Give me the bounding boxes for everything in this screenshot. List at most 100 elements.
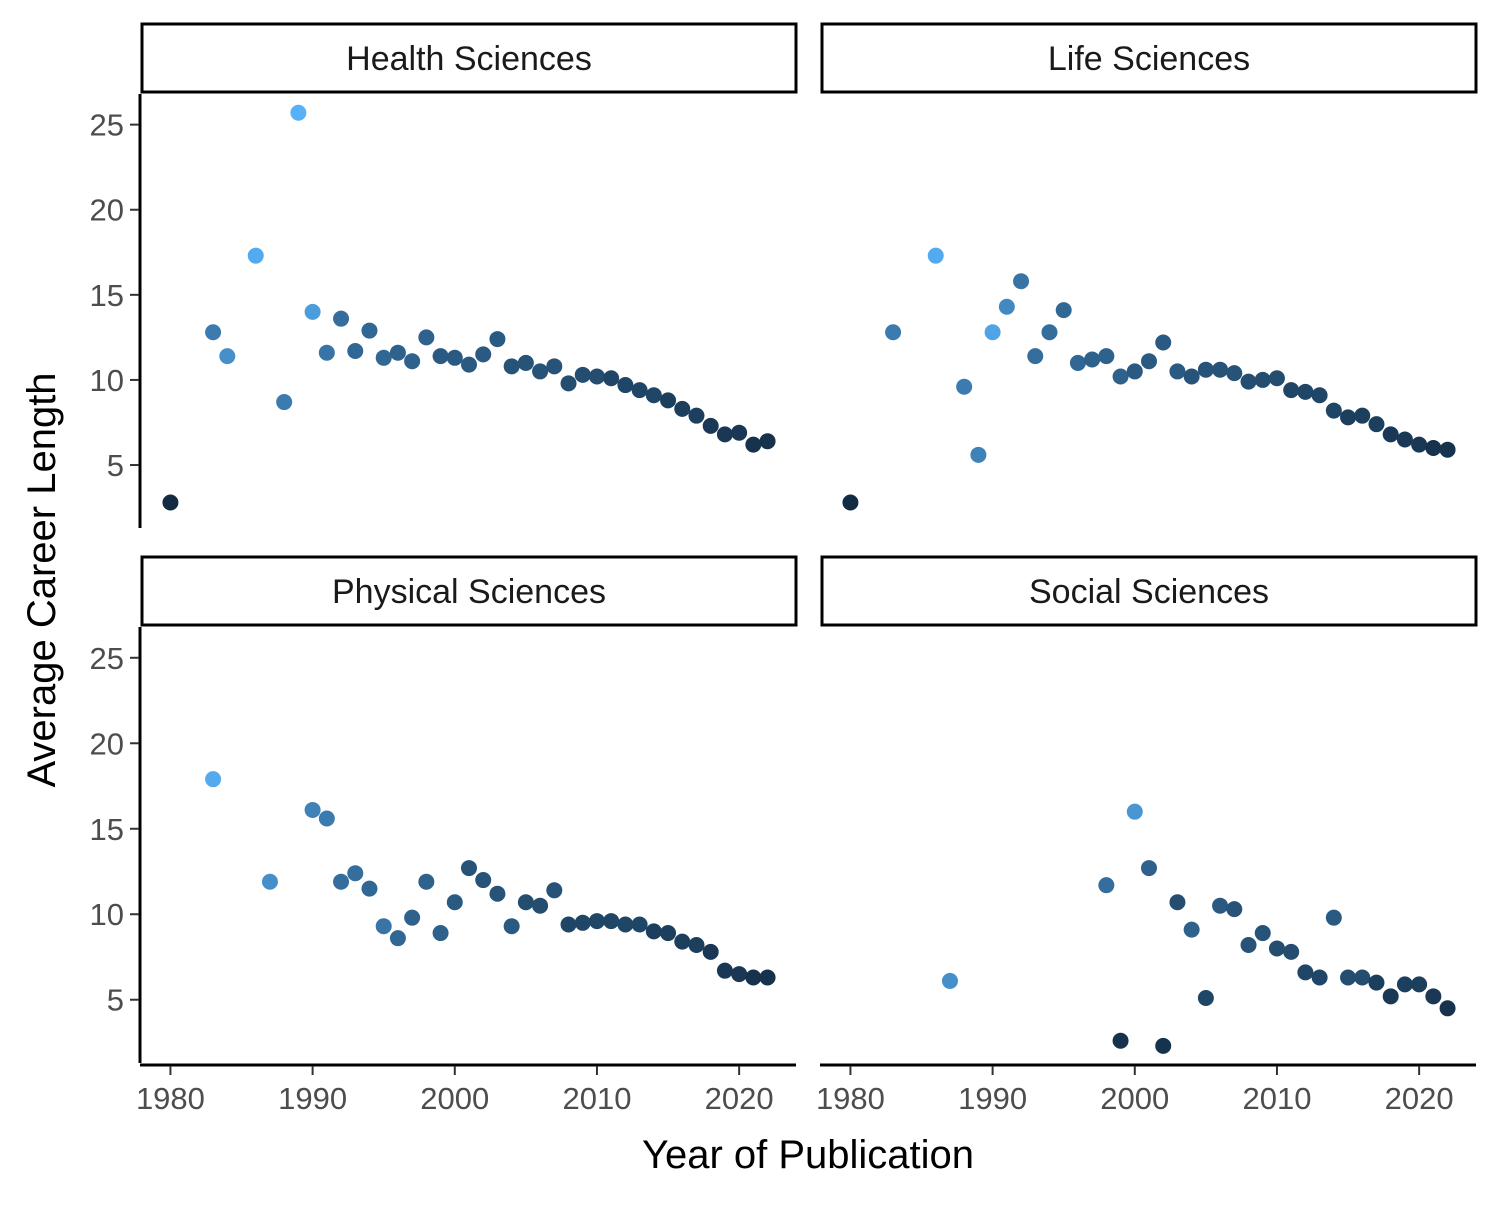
data-point: [927, 247, 944, 264]
data-point: [404, 353, 421, 370]
data-point: [1254, 371, 1271, 388]
data-point: [574, 366, 591, 383]
data-point: [1055, 302, 1072, 319]
facet-panel: Health Sciences 5 10 15 20 25: [90, 22, 798, 528]
data-point: [716, 426, 733, 443]
data-point: [546, 882, 563, 899]
data-point: [1197, 990, 1214, 1007]
data-point: [674, 933, 691, 950]
x-tick-label: 1990: [958, 1081, 1027, 1116]
data-point: [688, 937, 705, 954]
data-point: [970, 446, 987, 463]
data-point: [418, 873, 435, 890]
data-point: [205, 771, 222, 788]
facet-strip-label: Life Sciences: [1048, 40, 1250, 78]
y-tick-label: 5: [107, 448, 124, 483]
data-point: [1169, 363, 1186, 380]
data-point: [603, 370, 620, 387]
data-point: [1411, 976, 1428, 993]
data-point: [318, 344, 335, 361]
data-point: [1098, 877, 1115, 894]
data-point: [1183, 368, 1200, 385]
data-point: [261, 873, 278, 890]
y-tick-label: 20: [90, 726, 124, 761]
data-point: [389, 930, 406, 947]
facet-strip-label: Social Sciences: [1029, 573, 1269, 611]
data-point: [1212, 897, 1229, 914]
data-point: [446, 894, 463, 911]
data-point: [475, 346, 492, 363]
data-point: [745, 436, 762, 453]
data-point: [1084, 351, 1101, 368]
facet-strip: [140, 555, 798, 627]
data-point: [1240, 937, 1257, 954]
data-point: [489, 885, 506, 902]
data-point: [617, 377, 634, 394]
data-point: [1268, 940, 1285, 957]
data-point: [162, 494, 179, 511]
data-point: [1141, 353, 1157, 370]
data-point: [1396, 976, 1413, 993]
data-point: [489, 331, 506, 348]
data-point: [759, 969, 776, 986]
data-point: [432, 925, 449, 942]
y-tick-label: 15: [90, 278, 124, 313]
data-point: [361, 322, 378, 339]
data-point: [1311, 387, 1328, 404]
data-point: [1197, 361, 1214, 378]
data-point: [276, 394, 293, 411]
data-point: [517, 894, 534, 911]
data-point: [603, 913, 620, 930]
data-point: [432, 348, 449, 365]
data-point: [532, 897, 549, 914]
data-point: [660, 925, 677, 942]
data-point: [1126, 803, 1143, 820]
data-point: [219, 348, 236, 365]
data-point: [1098, 348, 1115, 365]
data-point: [674, 400, 691, 417]
data-point: [1183, 921, 1200, 938]
data-point: [745, 969, 762, 986]
data-point: [560, 916, 577, 933]
data-point: [1382, 426, 1399, 443]
data-point: [461, 860, 477, 877]
data-point: [1368, 416, 1385, 433]
data-point: [1169, 894, 1186, 911]
y-axis-title: Average Career Length: [20, 372, 64, 787]
data-point: [1425, 988, 1442, 1005]
x-axis-title: Year of Publication: [642, 1133, 974, 1177]
data-point: [532, 363, 549, 380]
data-point: [503, 358, 520, 375]
y-tick-label: 10: [90, 363, 124, 398]
facet-strip-label: Physical Sciences: [332, 573, 606, 611]
data-point: [588, 368, 605, 385]
data-point: [304, 801, 321, 818]
x-tick-label: 1990: [278, 1081, 347, 1116]
data-point: [631, 916, 648, 933]
x-tick-label: 2000: [1100, 1081, 1169, 1116]
data-point: [1439, 441, 1456, 458]
data-point: [1155, 334, 1172, 351]
y-tick-label: 20: [90, 193, 124, 228]
facet-strip: [140, 22, 798, 94]
data-point: [333, 310, 350, 327]
data-point: [1212, 361, 1229, 378]
data-point: [731, 424, 748, 441]
data-point: [885, 324, 902, 341]
data-point: [1112, 1032, 1129, 1049]
y-tick-label: 25: [90, 108, 124, 143]
data-point: [304, 303, 321, 320]
data-point: [588, 913, 605, 930]
data-point: [347, 342, 364, 359]
data-point: [956, 378, 973, 395]
data-point: [446, 349, 463, 366]
data-point: [1396, 431, 1413, 448]
data-point: [205, 324, 222, 341]
data-point: [759, 433, 776, 450]
data-point: [1411, 436, 1428, 453]
x-tick-label: 2010: [1242, 1081, 1311, 1116]
data-point: [631, 382, 648, 399]
data-point: [660, 392, 677, 409]
